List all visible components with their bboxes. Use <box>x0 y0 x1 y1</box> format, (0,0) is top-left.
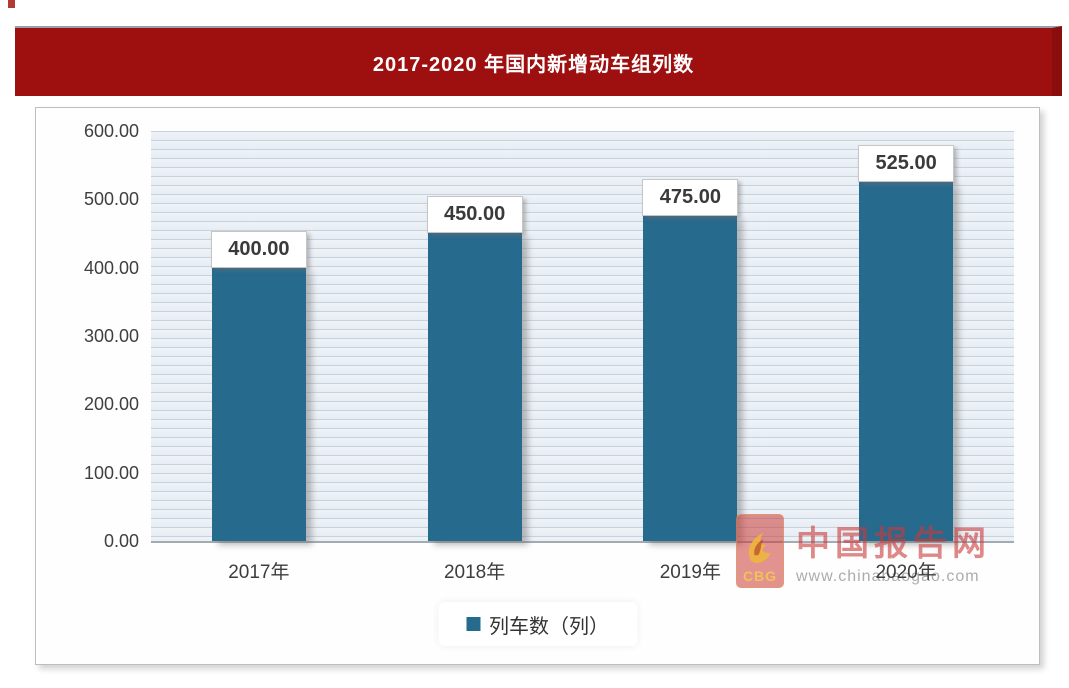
value-label: 525.00 <box>858 145 955 182</box>
value-label: 475.00 <box>642 179 739 216</box>
x-axis-category-label: 2019年 <box>659 562 722 583</box>
y-axis-tick-label: 400.00 <box>83 257 139 278</box>
chart-title-banner: 2017-2020 年国内新增动车组列数 <box>15 26 1062 96</box>
chart-card: 列车数（列） CBG 中国报告网 www.chinabaogao.com 600… <box>35 107 1040 665</box>
watermark-text: 中国报告网 www.chinabaogao.com <box>796 514 991 588</box>
page-corner-mark <box>8 0 15 8</box>
x-axis-category-label: 2017年 <box>228 562 290 583</box>
watermark-site-name: 中国报告网 <box>796 525 991 563</box>
chart-bar <box>859 182 954 541</box>
y-axis-tick-label: 200.00 <box>83 394 139 415</box>
y-axis-tick-label: 100.00 <box>83 462 139 483</box>
legend-label: 列车数（列） <box>489 615 609 638</box>
chart-bar <box>427 233 522 541</box>
watermark-logo: CBG <box>736 514 784 588</box>
legend-marker-icon <box>466 617 480 631</box>
value-label: 450.00 <box>426 196 523 233</box>
y-axis-tick-label: 500.00 <box>83 189 139 210</box>
watermark-site-url: www.chinabaogao.com <box>796 568 980 585</box>
x-axis-category-label: 2018年 <box>443 562 506 583</box>
legend: 列车数（列） <box>438 602 637 646</box>
y-axis-tick-label: 300.00 <box>83 326 139 346</box>
chart-bar <box>643 216 738 541</box>
phoenix-icon <box>748 532 771 564</box>
y-axis-tick-label: 600.00 <box>83 121 139 141</box>
chart-bar <box>211 268 306 541</box>
watermark: CBG 中国报告网 www.chinabaogao.com <box>736 514 991 588</box>
chart-title: 2017-2020 年国内新增动车组列数 <box>372 53 695 76</box>
y-axis-tick-label: 0.00 <box>103 531 139 551</box>
watermark-logo-text: CBG <box>742 568 778 584</box>
x-axis-category-label: 2020年 <box>875 562 937 583</box>
value-label: 400.00 <box>210 231 307 268</box>
